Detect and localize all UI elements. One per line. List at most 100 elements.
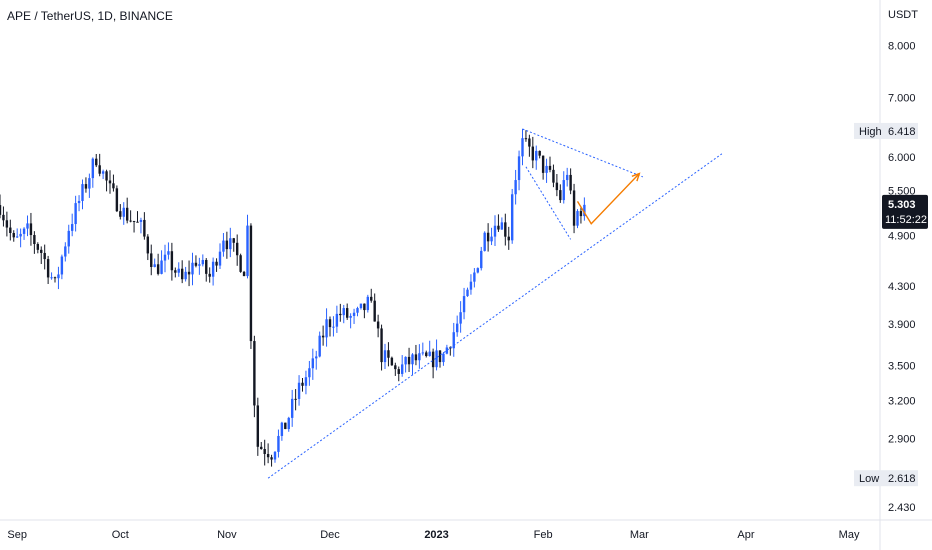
candle-body <box>452 332 455 349</box>
candle-body <box>363 303 366 311</box>
drawings[interactable] <box>267 128 723 479</box>
low-marker-value-bg <box>882 470 918 487</box>
candle-body <box>46 259 50 278</box>
last-price-badge <box>882 194 928 229</box>
candle-body <box>70 224 74 231</box>
descending-wedge-top-trendline[interactable] <box>522 128 643 178</box>
candle-body <box>101 171 105 174</box>
candle-body <box>321 335 325 338</box>
candle-body <box>507 236 510 241</box>
candle-body <box>273 451 277 460</box>
candle-body <box>572 190 576 226</box>
candle-body <box>400 364 404 374</box>
candle-body <box>308 368 311 378</box>
candle-body <box>576 211 579 226</box>
candle-body <box>84 184 88 189</box>
candle-body <box>332 326 335 328</box>
candle-body <box>531 146 535 161</box>
candle-body <box>277 435 280 452</box>
candle-body <box>483 232 486 251</box>
candle-body <box>201 259 205 265</box>
candle-body <box>208 273 211 277</box>
candles <box>0 128 586 467</box>
candle-body <box>356 308 359 313</box>
candle-body <box>246 225 249 277</box>
high-marker-value-bg <box>882 122 918 139</box>
time-tick-label: 2023 <box>424 529 448 541</box>
candle-body <box>469 281 473 290</box>
candle-body <box>225 240 229 250</box>
time-tick-label: Nov <box>217 529 237 541</box>
candle-body <box>160 260 163 274</box>
candle-body <box>74 203 77 225</box>
candle-body <box>198 264 201 266</box>
time-tick-label: Feb <box>534 529 553 541</box>
candle-body <box>108 180 112 184</box>
candle-body <box>445 347 449 354</box>
candle-body <box>459 312 462 324</box>
candle-body <box>115 188 119 212</box>
time-axis[interactable]: Sep Oct Nov Dec 2023 Feb Mar Apr May <box>7 529 860 541</box>
candle-body <box>315 356 318 359</box>
candle-body <box>476 268 480 273</box>
candle-body <box>205 259 208 274</box>
candle-body <box>473 272 476 282</box>
candle-body <box>146 236 150 254</box>
candle-body <box>22 228 26 234</box>
candle-body <box>486 232 490 242</box>
candle-body <box>256 405 260 447</box>
ascending-support-trendline[interactable] <box>267 153 723 479</box>
time-tick-label: May <box>839 529 860 541</box>
candle-body <box>435 350 438 368</box>
symbol-title[interactable]: APE / TetherUS, 1D, BINANCE <box>7 9 173 23</box>
candle-body <box>366 296 370 311</box>
candle-body <box>156 264 160 274</box>
candle-body <box>218 251 222 266</box>
projection-path[interactable] <box>576 173 640 225</box>
candle-body <box>125 207 129 221</box>
candle-body <box>380 328 383 363</box>
candle-body <box>301 382 304 386</box>
candle-body <box>2 214 5 221</box>
candle-body <box>335 313 339 327</box>
candle-body <box>431 351 435 368</box>
candle-body <box>418 353 421 361</box>
candle-body <box>497 225 500 230</box>
candle-body <box>9 227 12 234</box>
candle-body <box>253 341 256 406</box>
last-price-countdown: 11:52:22 <box>885 214 927 226</box>
candle-body <box>442 353 445 363</box>
candle-body <box>535 150 538 161</box>
candle-body <box>524 138 528 140</box>
candle-body <box>349 315 352 318</box>
candle-body <box>129 220 132 222</box>
candle-body <box>239 255 242 272</box>
candle-body <box>428 351 431 357</box>
candle-body <box>132 220 136 222</box>
candle-body <box>139 219 143 222</box>
candle-body <box>504 222 507 237</box>
candle-body <box>373 300 376 322</box>
projection-arrowhead-icon <box>631 172 641 182</box>
price-tick-label: 8.000 <box>888 41 916 53</box>
last-price-value: 5.303 <box>888 199 916 211</box>
candle-body <box>163 254 167 261</box>
candle-body <box>36 244 40 250</box>
candle-body <box>493 225 497 237</box>
candle-body <box>490 236 493 242</box>
candle-body <box>194 262 198 266</box>
candle-body <box>136 221 139 223</box>
candle-body <box>352 312 356 316</box>
candle-body <box>284 422 287 430</box>
candle-body <box>304 377 308 386</box>
candle-body <box>33 235 36 245</box>
candle-body <box>81 184 84 201</box>
candle-body <box>480 250 483 269</box>
candle-body <box>394 365 397 370</box>
price-tick-label: 5.500 <box>888 186 916 198</box>
candle-body <box>449 347 452 349</box>
candle-body <box>318 335 321 357</box>
price-axis[interactable]: USDT 8.000 7.000 6.000 5.500 4.900 4.300 3.900… <box>854 9 928 514</box>
price-tick-label: 6.000 <box>888 152 916 164</box>
